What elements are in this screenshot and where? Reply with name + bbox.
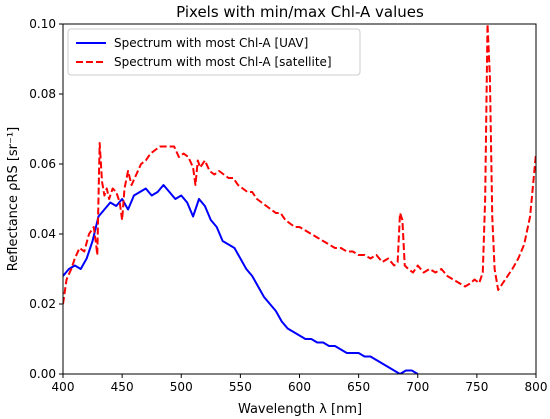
chart-title: Pixels with min/max Chl-A values <box>176 3 424 21</box>
y-tick-label: 0.10 <box>29 17 56 31</box>
y-tick-label: 0.06 <box>29 157 56 171</box>
x-tick-label: 500 <box>170 380 193 394</box>
legend-label-satellite: Spectrum with most Chl-A [satellite] <box>114 55 332 69</box>
legend-label-uav: Spectrum with most Chl-A [UAV] <box>114 36 308 50</box>
y-axis-label: Reflectance ρRS [sr⁻¹] <box>6 127 21 271</box>
x-tick-label: 700 <box>406 380 429 394</box>
x-tick-label: 400 <box>52 380 75 394</box>
y-axis-ticks: 0.00 0.02 0.04 0.06 0.08 0.10 <box>29 17 63 381</box>
x-axis-ticks: 400 450 500 550 600 650 700 750 800 <box>52 374 548 394</box>
series-group <box>63 24 536 374</box>
y-tick-label: 0.04 <box>29 227 56 241</box>
legend-box <box>67 28 361 76</box>
x-tick-label: 650 <box>347 380 370 394</box>
plot-frame <box>62 23 537 375</box>
y-tick-label: 0.08 <box>29 87 56 101</box>
series-line-satellite <box>63 24 536 305</box>
x-tick-label: 450 <box>111 380 134 394</box>
legend: Spectrum with most Chl-A [UAV] Spectrum … <box>67 28 361 76</box>
x-tick-label: 550 <box>229 380 252 394</box>
x-axis-label: Wavelength λ [nm] <box>238 402 362 417</box>
x-tick-label: 750 <box>465 380 488 394</box>
series-line-uav <box>63 184 419 374</box>
plot-area <box>62 23 537 375</box>
y-tick-label: 0.02 <box>29 297 56 311</box>
x-tick-label: 600 <box>288 380 311 394</box>
y-tick-label: 0.00 <box>29 367 56 381</box>
x-tick-label: 800 <box>525 380 548 394</box>
